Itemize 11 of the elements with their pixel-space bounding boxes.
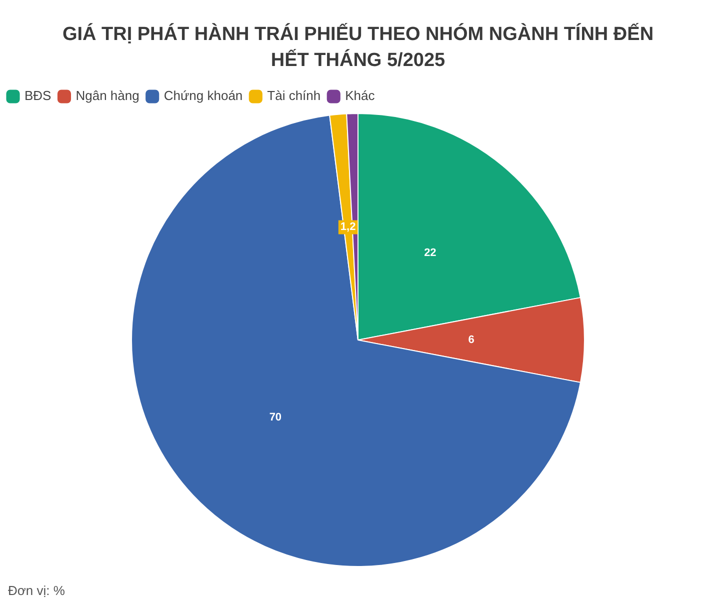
data-label: 70 (269, 412, 282, 424)
data-label: 1,2 (340, 221, 356, 234)
data-label: 22 (424, 246, 436, 259)
legend-label: Khác (345, 88, 376, 104)
data-label: 6 (468, 334, 474, 346)
legend-label: BĐS (24, 88, 52, 104)
text: Đơn vị: % (8, 583, 65, 598)
chart-title: GIÁ TRỊ PHÁT HÀNH TRÁI PHIẾU THEO NHÓM NGÀNH TÍNH ĐẾN HẾT THÁNG 5/2025 (61, 22, 655, 73)
legend-label: Chứng khoán (164, 88, 243, 104)
legend-label: Tài chính (267, 88, 321, 104)
legend-label: Ngân hàng (76, 88, 140, 104)
